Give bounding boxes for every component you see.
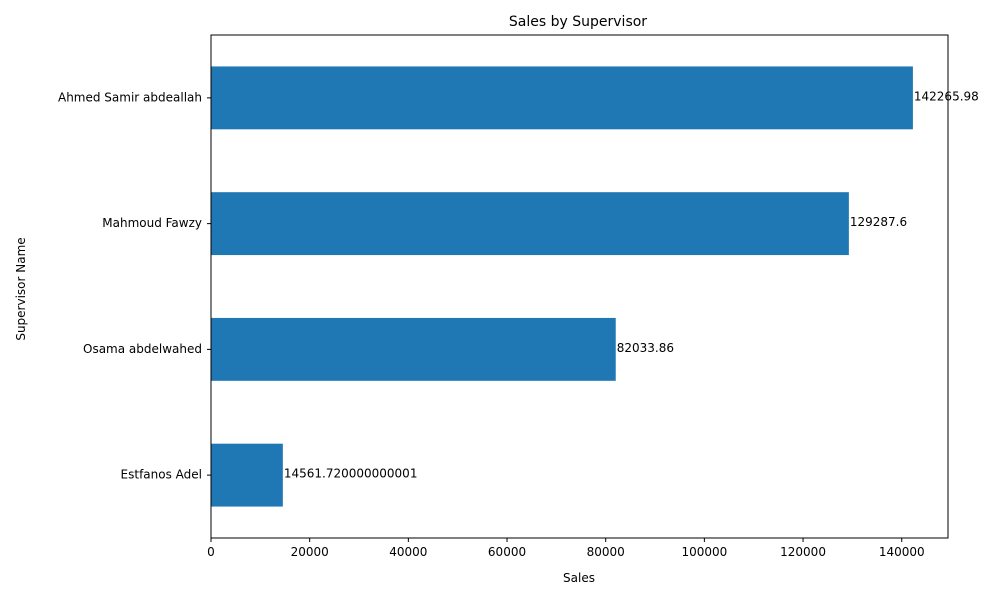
x-tick-label: 20000	[291, 545, 329, 559]
data-label: 142265.98	[914, 89, 979, 103]
y-tick-label: Estfanos Adel	[121, 468, 202, 482]
x-tick-label: 120000	[780, 545, 826, 559]
data-label: 129287.6	[850, 215, 907, 229]
plot-area-frame	[210, 34, 949, 539]
bar-estfanos-adel	[211, 443, 283, 507]
x-tick-label: 80000	[587, 545, 625, 559]
y-tick-label: Mahmoud Fawzy	[102, 216, 202, 230]
y-tick-label: Ahmed Samir abdeallah	[58, 90, 202, 104]
y-axis-ticks: Estfanos Adel Osama abdelwahed Mahmoud Faw…	[58, 90, 211, 482]
x-tick-label: 100000	[681, 545, 727, 559]
bar-ahmed-samir-abdeallah	[211, 66, 913, 130]
x-tick-label: 0	[207, 545, 215, 559]
bars-group	[211, 66, 913, 507]
data-label: 14561.720000000001	[284, 467, 418, 481]
bar-osama-abdelwahed	[211, 317, 616, 381]
x-tick-label: 40000	[389, 545, 427, 559]
chart-title: Sales by Supervisor	[509, 14, 647, 30]
y-tick-label: Osama abdelwahed	[83, 342, 202, 356]
y-axis-label: Supervisor Name	[14, 237, 28, 340]
x-axis-ticks: 0 20000 40000 60000 80000 100000 120000 140000	[207, 538, 925, 559]
data-label: 82033.86	[617, 341, 674, 355]
bar-mahmoud-fawzy	[211, 192, 849, 256]
x-axis-label: Sales	[563, 571, 595, 585]
x-tick-label: 60000	[488, 545, 526, 559]
data-labels-group: 14561.720000000001 82033.86 129287.6 142265…	[284, 89, 979, 480]
x-tick-label: 140000	[879, 545, 925, 559]
